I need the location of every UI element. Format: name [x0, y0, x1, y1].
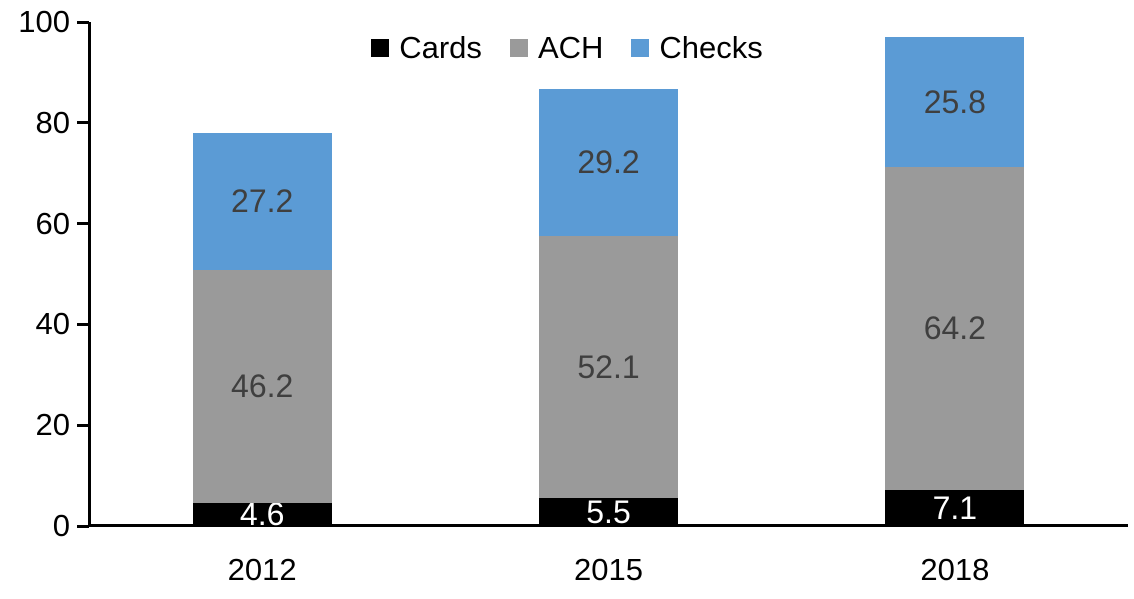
bar-2018: 7.1 64.2 25.8 [885, 36, 1025, 527]
x-axis-label-2018: 2018 [920, 552, 990, 587]
bar-segment-cards-2015: 5.5 [539, 494, 678, 531]
x-axis-label-2015: 2015 [574, 552, 643, 587]
bar-2012: 4.6 46.2 27.2 [192, 132, 332, 530]
legend-swatch-ach [509, 39, 528, 58]
data-label-cards-2015: 5.5 [586, 494, 631, 531]
legend-item-checks: Checks [631, 30, 763, 65]
y-axis-line [88, 22, 91, 527]
bar-2015: 5.5 52.1 29.2 [539, 88, 678, 531]
data-label-checks-2015: 29.2 [577, 144, 640, 181]
data-label-ach-2018: 64.2 [923, 310, 986, 347]
y-axis-tick [77, 222, 89, 226]
legend-item-ach: ACH [509, 30, 604, 65]
bar-segment-ach-2012: 46.2 [192, 269, 332, 503]
y-axis-tick [77, 322, 89, 326]
y-axis-tick-label: 0 [52, 508, 70, 543]
bar-segment-checks-2015: 29.2 [539, 88, 678, 236]
y-axis-tick [77, 121, 89, 125]
data-label-cards-2018: 7.1 [932, 490, 978, 527]
data-label-checks-2012: 27.2 [231, 183, 294, 220]
x-axis-label-2012: 2012 [227, 552, 297, 587]
y-axis-tick [77, 423, 89, 427]
bar-segment-checks-2012: 27.2 [192, 132, 332, 270]
legend-swatch-cards [371, 39, 390, 58]
legend-label: Cards [399, 30, 482, 65]
bar-segment-ach-2018: 64.2 [885, 166, 1025, 491]
y-axis-tick-label: 40 [35, 306, 70, 342]
data-label-checks-2018: 25.8 [923, 83, 986, 120]
legend-label: ACH [537, 30, 604, 65]
legend-swatch-checks [631, 39, 650, 58]
data-label-ach-2015: 52.1 [577, 348, 640, 385]
y-axis-tick-label: 80 [35, 104, 70, 140]
y-axis-tick-label: 60 [35, 205, 70, 241]
y-axis-tick-label: 20 [35, 407, 70, 443]
data-label-cards-2012: 4.6 [239, 496, 285, 533]
y-axis-tick-label: 100 [18, 4, 70, 39]
chart-legend: Cards ACH Checks [0, 30, 1134, 65]
data-label-ach-2012: 46.2 [231, 368, 294, 405]
legend-label: Checks [659, 30, 763, 65]
y-axis-tick [77, 20, 89, 24]
y-axis-tick [77, 524, 89, 528]
bar-segment-cards-2018: 7.1 [885, 490, 1025, 527]
bar-segment-checks-2018: 25.8 [885, 36, 1025, 167]
legend-item-cards: Cards [371, 30, 482, 65]
bar-segment-ach-2015: 52.1 [539, 235, 678, 499]
bar-segment-cards-2012: 4.6 [192, 498, 332, 530]
